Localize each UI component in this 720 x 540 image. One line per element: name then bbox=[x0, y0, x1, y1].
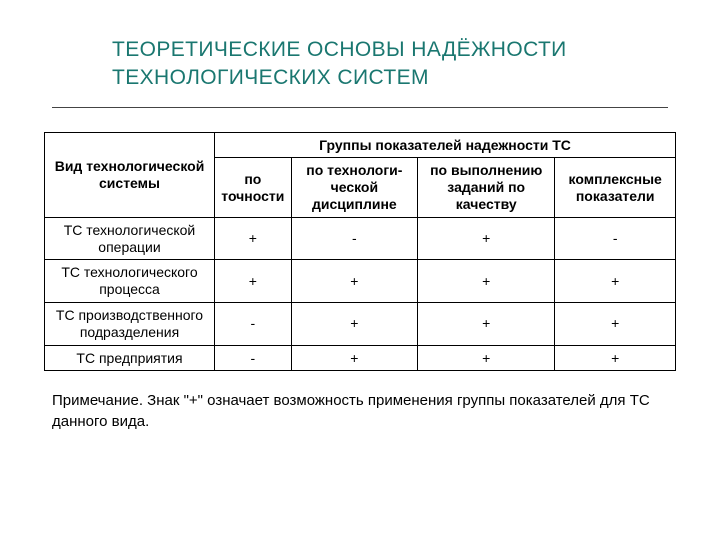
row-3-v3: + bbox=[555, 345, 676, 371]
page-title: ТЕОРЕТИЧЕСКИЕ ОСНОВЫ НАДЁЖНОСТИ ТЕХНОЛОГ… bbox=[112, 36, 676, 93]
note: Примечание. Знак "+" означает возможност… bbox=[44, 391, 676, 432]
row-0-v1: - bbox=[291, 217, 417, 260]
row-2-name: ТС производственного подразделения bbox=[45, 303, 215, 346]
row-2-v1: + bbox=[291, 303, 417, 346]
row-2-v2: + bbox=[418, 303, 555, 346]
row-3-v2: + bbox=[418, 345, 555, 371]
row-1-v1: + bbox=[291, 260, 417, 303]
table-row: ТС технологической операции + - + - bbox=[45, 217, 676, 260]
row-0-v2: + bbox=[418, 217, 555, 260]
row-1-v2: + bbox=[418, 260, 555, 303]
row-0-v0: + bbox=[215, 217, 292, 260]
table-row: ТС предприятия - + + + bbox=[45, 345, 676, 371]
title-line-1: ТЕОРЕТИЧЕСКИЕ ОСНОВЫ НАДЁЖНОСТИ bbox=[112, 38, 567, 61]
header-sub-0: по точности bbox=[215, 158, 292, 217]
title-line-2: ТЕХНОЛОГИЧЕСКИХ СИСТЕМ bbox=[112, 66, 429, 89]
row-3-name: ТС предприятия bbox=[45, 345, 215, 371]
header-sub-2: по выполнению заданий по качеству bbox=[418, 158, 555, 217]
row-3-v1: + bbox=[291, 345, 417, 371]
header-sub-1: по технологи-ческой дисциплине bbox=[291, 158, 417, 217]
header-col0: Вид технологической системы bbox=[45, 132, 215, 217]
table-row: ТС производственного подразделения - + +… bbox=[45, 303, 676, 346]
reliability-table: Вид технологической системы Группы показ… bbox=[44, 132, 676, 372]
row-1-name: ТС технологического процесса bbox=[45, 260, 215, 303]
divider bbox=[52, 107, 668, 108]
header-group: Группы показателей надежности ТС bbox=[215, 132, 676, 158]
row-1-v3: + bbox=[555, 260, 676, 303]
row-2-v3: + bbox=[555, 303, 676, 346]
row-3-v0: - bbox=[215, 345, 292, 371]
row-0-v3: - bbox=[555, 217, 676, 260]
row-0-name: ТС технологической операции bbox=[45, 217, 215, 260]
row-2-v0: - bbox=[215, 303, 292, 346]
header-sub-3: комплексные показатели bbox=[555, 158, 676, 217]
row-1-v0: + bbox=[215, 260, 292, 303]
table-row: ТС технологического процесса + + + + bbox=[45, 260, 676, 303]
